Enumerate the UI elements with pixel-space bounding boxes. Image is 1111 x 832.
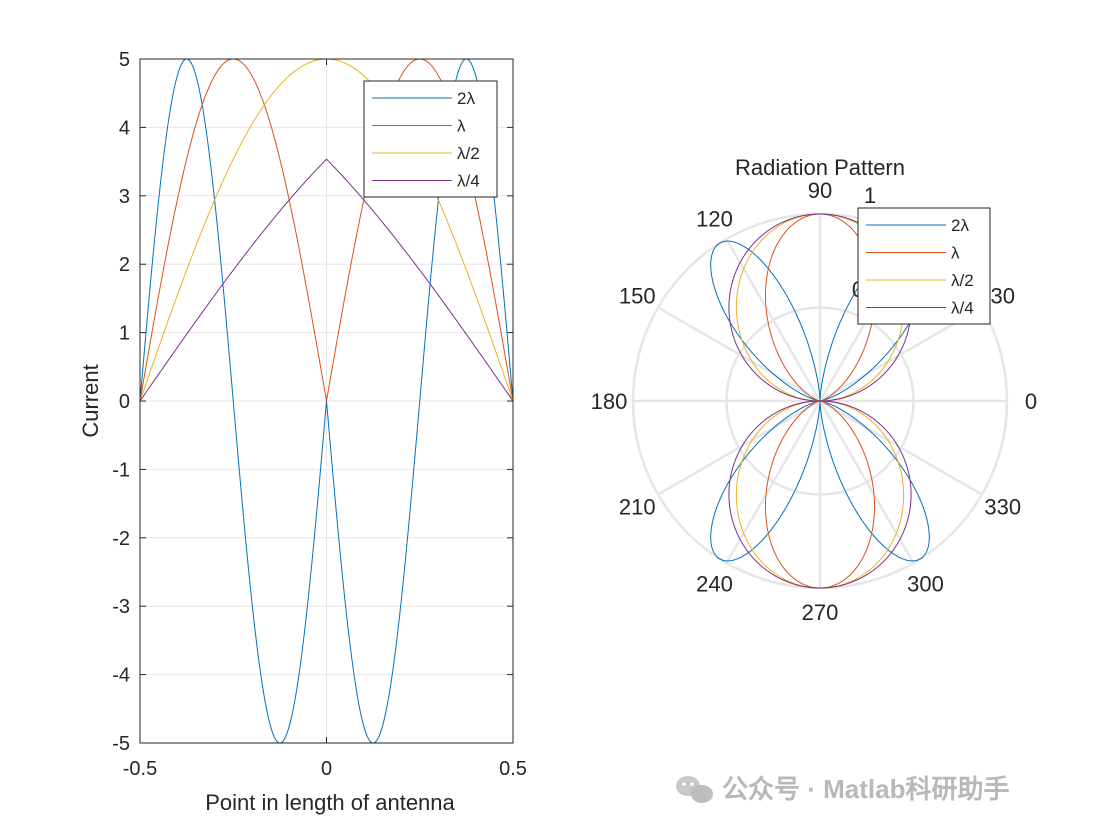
y-tick-label: -4 bbox=[112, 665, 130, 687]
polar-angle-label: 30 bbox=[990, 284, 1014, 309]
watermark-text: 公众号 · Matlab科研助手 bbox=[722, 774, 1009, 804]
legend-label: 2λ bbox=[951, 216, 969, 235]
current-distribution-chart: -0.5 0 0.5 -5 -4 -3 -2 -1 0 1 2 3 4 5 Point in length… bbox=[78, 49, 527, 815]
polar-ring bbox=[725, 306, 915, 496]
polar-angle-label: 120 bbox=[696, 206, 733, 231]
right-legend: 2λ λ λ/2 λ/4 bbox=[857, 207, 991, 325]
polar-angle-label: 90 bbox=[808, 178, 832, 203]
y-tick-label: -3 bbox=[112, 596, 130, 618]
legend-label: λ/2 bbox=[951, 271, 974, 290]
x-tick-label: 0 bbox=[321, 758, 332, 780]
polar-angle-label: 270 bbox=[802, 600, 839, 625]
polar-angle-label: 180 bbox=[591, 389, 628, 414]
y-tick-label: 2 bbox=[119, 254, 130, 276]
radiation-pattern-chart: 0306090120150180210240270300330 Radiatio… bbox=[591, 155, 1037, 625]
wechat-icon bbox=[676, 776, 713, 803]
legend-label: λ bbox=[457, 117, 466, 136]
polar-r-tick-label: 1 bbox=[864, 183, 876, 208]
y-tick-label: -1 bbox=[112, 459, 130, 481]
y-tick-label: 5 bbox=[119, 49, 130, 71]
watermark: 公众号 · Matlab科研助手 bbox=[676, 774, 1009, 804]
polar-angle-labels: 0306090120150180210240270300330 bbox=[591, 178, 1037, 625]
x-axis-label: Point in length of antenna bbox=[205, 790, 455, 815]
y-tick-label: 3 bbox=[119, 186, 130, 208]
series-line-3 bbox=[139, 158, 514, 402]
polar-title: Radiation Pattern bbox=[735, 155, 905, 180]
polar-angle-label: 240 bbox=[696, 572, 733, 597]
legend-label: λ/4 bbox=[457, 172, 480, 191]
legend-label: 2λ bbox=[457, 89, 475, 108]
legend-label: λ/2 bbox=[457, 144, 480, 163]
y-axis-label: Current bbox=[78, 364, 103, 437]
y-tick-label: -5 bbox=[112, 733, 130, 755]
polar-angle-label: 210 bbox=[619, 495, 656, 520]
left-ticks: -0.5 0 0.5 -5 -4 -3 -2 -1 0 1 2 3 4 5 bbox=[112, 49, 527, 780]
legend-label: λ bbox=[951, 244, 960, 263]
legend-label: λ/4 bbox=[951, 299, 974, 318]
x-tick-label: 0.5 bbox=[499, 758, 527, 780]
y-tick-label: 0 bbox=[119, 391, 130, 413]
polar-angle-label: 300 bbox=[907, 572, 944, 597]
y-tick-label: -2 bbox=[112, 528, 130, 550]
y-tick-label: 4 bbox=[119, 117, 130, 139]
left-legend: 2λ λ λ/2 λ/4 bbox=[363, 80, 498, 198]
polar-angle-label: 150 bbox=[619, 284, 656, 309]
legend-box bbox=[857, 207, 991, 325]
polar-angle-label: 330 bbox=[984, 495, 1021, 520]
x-tick-label: -0.5 bbox=[123, 758, 157, 780]
y-tick-label: 1 bbox=[119, 323, 130, 345]
legend-box bbox=[363, 80, 498, 198]
polar-angle-label: 0 bbox=[1025, 389, 1037, 414]
